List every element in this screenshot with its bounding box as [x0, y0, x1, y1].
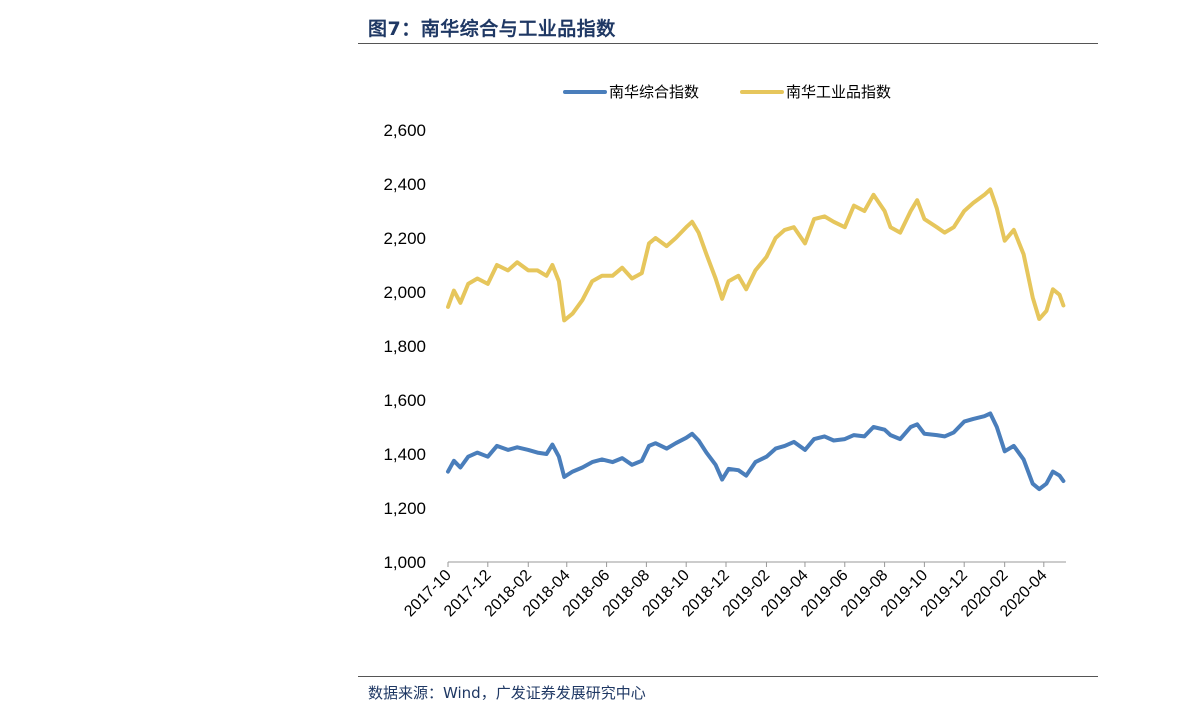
x-axis: 2017-102017-122018-022018-042018-062018-… [401, 561, 1066, 620]
figure-title: 图7：南华综合与工业品指数 [368, 18, 616, 40]
y-tick-label: 2,200 [383, 229, 426, 248]
chart-legend: 南华综合指数 南华工业品指数 [563, 83, 891, 101]
y-tick-label: 1,200 [383, 499, 426, 518]
y-tick-label: 2,400 [383, 175, 426, 194]
y-axis: 1,000 1,200 1,400 1,600 1,800 2,000 2,200 2,400… [383, 121, 426, 572]
legend-label: 南华综合指数 [609, 83, 699, 101]
y-tick-label: 1,400 [383, 445, 426, 464]
series-line-2 [446, 187, 1066, 323]
series-line-1 [446, 411, 1066, 492]
y-tick-label: 2,000 [383, 283, 426, 302]
legend-label: 南华工业品指数 [786, 83, 891, 101]
title-rule [358, 43, 1098, 44]
y-tick-label: 1,800 [383, 337, 426, 356]
footer-rule [358, 676, 1098, 677]
y-tick-label: 2,600 [383, 121, 426, 140]
y-tick-label: 1,000 [383, 553, 426, 572]
source-note: 数据来源：Wind，广发证券发展研究中心 [368, 684, 646, 702]
series-layer [446, 187, 1066, 492]
y-tick-label: 1,600 [383, 391, 426, 410]
